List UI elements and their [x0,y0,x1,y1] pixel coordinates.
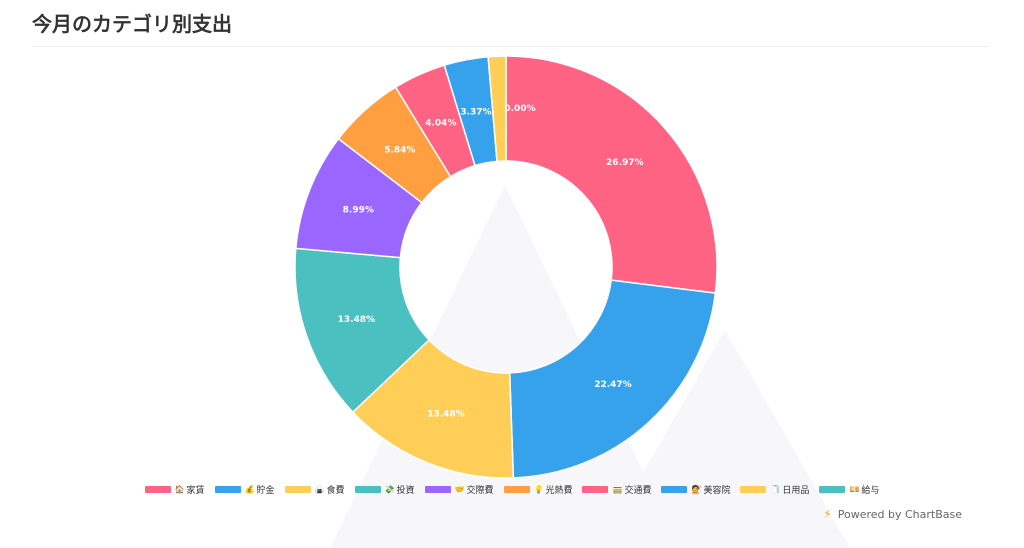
legend-label: 交通費 [624,485,652,496]
slice-0[interactable] [505,55,718,294]
slice-label-1: 22.47% [594,380,632,390]
legend-category-icon: 💰 [244,484,255,494]
slice-label-3: 13.48% [338,315,376,325]
slice-label-6: 4.04% [425,119,456,129]
legend-label: 食費 [326,485,345,496]
legend-item-9[interactable]: 💴 給与 [819,483,879,496]
legend-category-icon: 💸 [384,484,395,494]
legend-category-icon: 🧻 [770,484,781,494]
slice-label-5: 5.84% [384,145,415,155]
legend-item-6[interactable]: 🚃 交通費 [582,483,651,496]
legend-swatch [503,485,530,493]
legend-swatch [144,485,171,493]
slice-8[interactable] [487,55,507,163]
legend-swatch [661,485,688,493]
slice-label-0: 26.97% [606,158,644,168]
legend-item-8[interactable]: 🧻 日用品 [740,483,809,496]
legend-label: 交際費 [466,485,494,496]
legend-item-0[interactable]: 🏠 家賃 [144,483,205,496]
chart-slices [294,55,718,479]
legend-swatch [819,485,846,493]
slice-label-2: 13.48% [427,410,465,420]
chart-slice-labels: 26.97% 22.47% 13.48% 13.48% 8.99% 5.84% 4.04% 3… [338,104,644,420]
legend-label: 家賃 [186,485,205,496]
slice-label-7: 3.37% [460,107,491,117]
slice-1[interactable] [508,279,717,479]
legend-category-icon: 🏠 [174,484,185,494]
legend-swatch [582,485,609,493]
legend-swatch [740,485,767,493]
legend-swatch [424,485,451,493]
slice-label-4: 8.99% [343,206,374,216]
legend-label: 給与 [861,485,880,496]
legend-category-icon: 🤝 [454,484,465,494]
legend-item-1[interactable]: 💰 貯金 [214,483,275,496]
legend-item-5[interactable]: 💡 光熱費 [503,483,573,496]
legend-swatch [284,485,311,493]
watermark-shape [600,330,850,548]
legend-category-icon: 💴 [849,484,860,494]
legend-item-7[interactable]: 💇 美容院 [661,483,730,496]
legend-label: 日用品 [782,485,810,496]
legend-category-icon: 🚃 [612,484,623,494]
legend-category-icon: 💇 [691,484,702,494]
title-divider [32,46,988,47]
bolt-icon: ⚡ [823,507,832,521]
legend-item-3[interactable]: 💸 投資 [354,483,415,496]
legend-category-icon: 💡 [533,484,544,494]
legend-item-2[interactable]: 🍙 食費 [284,483,345,496]
legend-label: 投資 [396,485,415,496]
slice-label-9: 0.00% [504,104,535,114]
powered-by-text: Powered by ChartBase [837,507,962,521]
legend-swatch [214,485,241,493]
legend-item-4[interactable]: 🤝 交際費 [424,483,494,496]
legend-label: 美容院 [703,485,731,496]
legend-swatch [354,485,381,493]
legend-label: 光熱費 [545,485,573,496]
legend-category-icon: 🍙 [314,484,325,494]
chart-legend: 🏠 家賃 💰 貯金 🍙 食費 💸 投資 🤝 交際費 💡 光熱費 🚃 交通費 💇 美容院 🧻 日用品 💴 給与 [0,480,1024,498]
legend-label: 貯金 [256,485,275,496]
powered-by[interactable]: ⚡ Powered by ChartBase [823,507,962,521]
page-title: 今月のカテゴリ別支出 [32,12,232,36]
